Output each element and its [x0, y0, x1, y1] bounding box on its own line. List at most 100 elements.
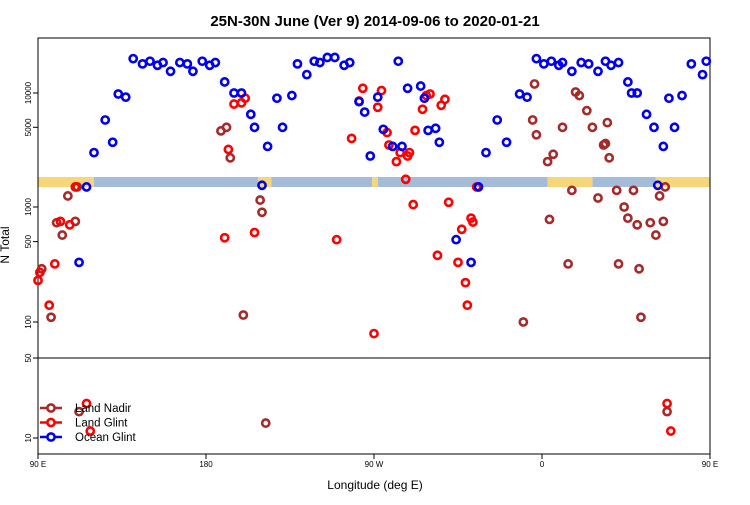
chart-title: 25N-30N June (Ver 9) 2014-09-06 to 2020-… [210, 13, 539, 30]
ocean-glint-point [165, 66, 176, 77]
ocean-glint-point [415, 81, 426, 91]
ocean-glint-point [236, 88, 247, 98]
land-nadir-point [636, 312, 646, 323]
land-glint-point [440, 94, 450, 105]
land-glint-point [357, 83, 368, 94]
ocean-glint-point [701, 56, 712, 67]
land-nadir-point [566, 185, 577, 196]
land-glint-point [460, 277, 471, 288]
land-nadir-point [531, 129, 542, 140]
ocean-glint-point [292, 58, 303, 69]
land-nadir-point [628, 185, 639, 196]
ocean-band-segment [592, 177, 656, 187]
land-nadir-point [658, 216, 669, 227]
land-nadir-point [527, 115, 538, 125]
y-tick-label: 50 [24, 353, 33, 362]
land-glint-point [410, 125, 420, 136]
land-nadir-point [654, 191, 665, 201]
ocean-glint-point [378, 124, 389, 135]
ocean-glint-point [113, 89, 124, 99]
land-glint-point [468, 217, 478, 227]
legend: Land Nadir Land Glint Ocean Glint [40, 403, 137, 444]
ocean-glint-point [632, 88, 643, 98]
ocean-glint-point [686, 58, 697, 69]
land-glint-point [85, 426, 96, 436]
ocean-glint-point [451, 234, 462, 245]
land-glint-point [229, 99, 239, 109]
ocean-glint-point [174, 57, 185, 68]
land-glint-point [223, 144, 234, 155]
land-nadir-point [563, 259, 574, 269]
ocean-glint-point [128, 53, 139, 64]
ocean-glint-point [697, 69, 708, 80]
ocean-glint-point [314, 57, 325, 68]
ocean-glint-point [576, 57, 587, 68]
land-glint-point [400, 174, 411, 185]
y-tick-label: 10 [24, 433, 33, 442]
land-glint-point [49, 259, 60, 269]
ocean-glint-point [606, 60, 616, 71]
ocean-glint-point [652, 180, 663, 191]
ocean-glint-legend-label: Ocean Glint [75, 432, 137, 444]
ocean-glint-point [593, 66, 603, 77]
ocean-glint-point [120, 92, 131, 103]
ocean-glint-point [626, 88, 637, 98]
ocean-glint-point [89, 147, 99, 158]
ocean-glint-point [210, 57, 221, 68]
ocean-glint-point [466, 257, 476, 268]
land-nadir-point [602, 117, 613, 128]
ocean-glint-point [344, 57, 355, 68]
land-nadir-legend-label: Land Nadir [75, 403, 131, 415]
ocean-glint-point [613, 57, 624, 68]
land-nadir-point [257, 207, 267, 218]
ocean-glint-point [262, 141, 273, 152]
land-nadir-point [518, 317, 529, 327]
land-nadir-point [587, 122, 598, 133]
land-glint-legend-marker [46, 417, 56, 428]
x-tick-label: 90 E [30, 460, 46, 469]
ocean-glint-point [481, 147, 491, 158]
land-band-segment [655, 177, 710, 187]
y-tick-label: 100 [24, 315, 33, 329]
land-glint-point [70, 182, 81, 192]
land-glint-point [64, 219, 75, 230]
land-glint-point [391, 156, 402, 167]
land-nadir-point [62, 191, 73, 201]
ocean-glint-point [402, 83, 413, 94]
ocean-band-segment [271, 177, 373, 187]
ocean-glint-point [100, 115, 111, 125]
land-nadir-legend-marker [46, 403, 56, 413]
land-nadir-point [600, 138, 611, 149]
land-glint-point [372, 102, 383, 113]
land-glint-point [443, 197, 454, 208]
ocean-glint-point [219, 77, 230, 87]
ocean-glint-point [649, 122, 659, 133]
land-band-segment [372, 177, 378, 187]
ocean-glint-point [229, 88, 239, 98]
land-nadir-point [604, 152, 615, 163]
x-tick-label: 90 W [365, 460, 384, 469]
ocean-glint-point [81, 182, 92, 192]
land-nadir-point [557, 122, 568, 133]
ocean-glint-point [354, 96, 364, 107]
y-axis-label: N Total [0, 226, 12, 263]
y-tick-label: 10000 [24, 81, 33, 104]
land-nadir-point [260, 418, 271, 428]
land-nadir-point [611, 185, 622, 196]
ocean-glint-point [197, 56, 208, 67]
ocean-glint-point [397, 141, 407, 152]
land-glint-legend-label: Land Glint [75, 418, 128, 430]
land-nadir-point [74, 406, 84, 417]
land-glint-point [404, 147, 415, 158]
ocean-glint-point [158, 57, 168, 68]
ocean-glint-point [365, 151, 376, 161]
land-glint-point [432, 250, 443, 261]
land-nadir-point [662, 406, 672, 417]
ocean-glint-point [188, 66, 198, 77]
ocean-glint-point [387, 141, 398, 152]
ocean-glint-point [277, 122, 288, 133]
ocean-glint-point [329, 52, 340, 63]
ocean-glint-point [359, 107, 370, 117]
ocean-glint-point [501, 137, 512, 148]
land-nadir-point [542, 156, 553, 167]
